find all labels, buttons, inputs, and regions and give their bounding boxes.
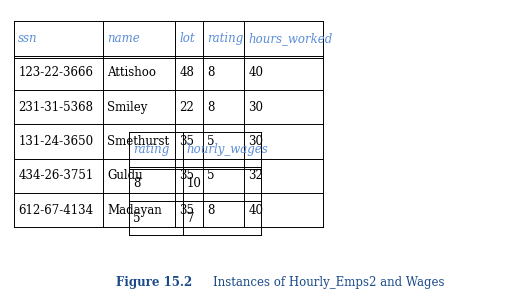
Text: 5: 5 xyxy=(133,212,141,225)
Text: hours_worked: hours_worked xyxy=(248,32,333,45)
Text: 8: 8 xyxy=(207,101,214,114)
Text: 434-26-3751: 434-26-3751 xyxy=(18,169,93,182)
Text: 30: 30 xyxy=(248,101,264,114)
Text: 131-24-3650: 131-24-3650 xyxy=(18,135,93,148)
Text: Smiley: Smiley xyxy=(107,101,148,114)
Text: Smethurst: Smethurst xyxy=(107,135,169,148)
Text: rating: rating xyxy=(133,143,169,156)
Text: 5: 5 xyxy=(207,135,214,148)
Text: 35: 35 xyxy=(179,135,195,148)
Text: hourly_wages: hourly_wages xyxy=(187,143,268,156)
Text: 612-67-4134: 612-67-4134 xyxy=(18,204,93,217)
Text: 8: 8 xyxy=(207,204,214,217)
Text: 35: 35 xyxy=(179,204,195,217)
Text: 231-31-5368: 231-31-5368 xyxy=(18,101,93,114)
Text: 22: 22 xyxy=(179,101,194,114)
Text: Attishoo: Attishoo xyxy=(107,66,156,79)
Text: 40: 40 xyxy=(248,66,264,79)
Text: 48: 48 xyxy=(179,66,194,79)
Text: 8: 8 xyxy=(133,177,141,190)
Text: rating: rating xyxy=(207,32,243,45)
Text: 40: 40 xyxy=(248,204,264,217)
Text: 32: 32 xyxy=(248,169,263,182)
Text: 7: 7 xyxy=(187,212,194,225)
Text: lot: lot xyxy=(179,32,195,45)
Text: Madayan: Madayan xyxy=(107,204,162,217)
Text: ssn: ssn xyxy=(18,32,38,45)
Text: 8: 8 xyxy=(207,66,214,79)
Text: 5: 5 xyxy=(207,169,214,182)
Text: name: name xyxy=(107,32,140,45)
Text: 30: 30 xyxy=(248,135,264,148)
Text: Instances of Hourly_Emps2 and Wages: Instances of Hourly_Emps2 and Wages xyxy=(198,276,444,289)
Text: Guldu: Guldu xyxy=(107,169,142,182)
Text: 35: 35 xyxy=(179,169,195,182)
Text: 123-22-3666: 123-22-3666 xyxy=(18,66,93,79)
Text: 10: 10 xyxy=(187,177,201,190)
Text: Figure 15.2: Figure 15.2 xyxy=(117,276,193,289)
